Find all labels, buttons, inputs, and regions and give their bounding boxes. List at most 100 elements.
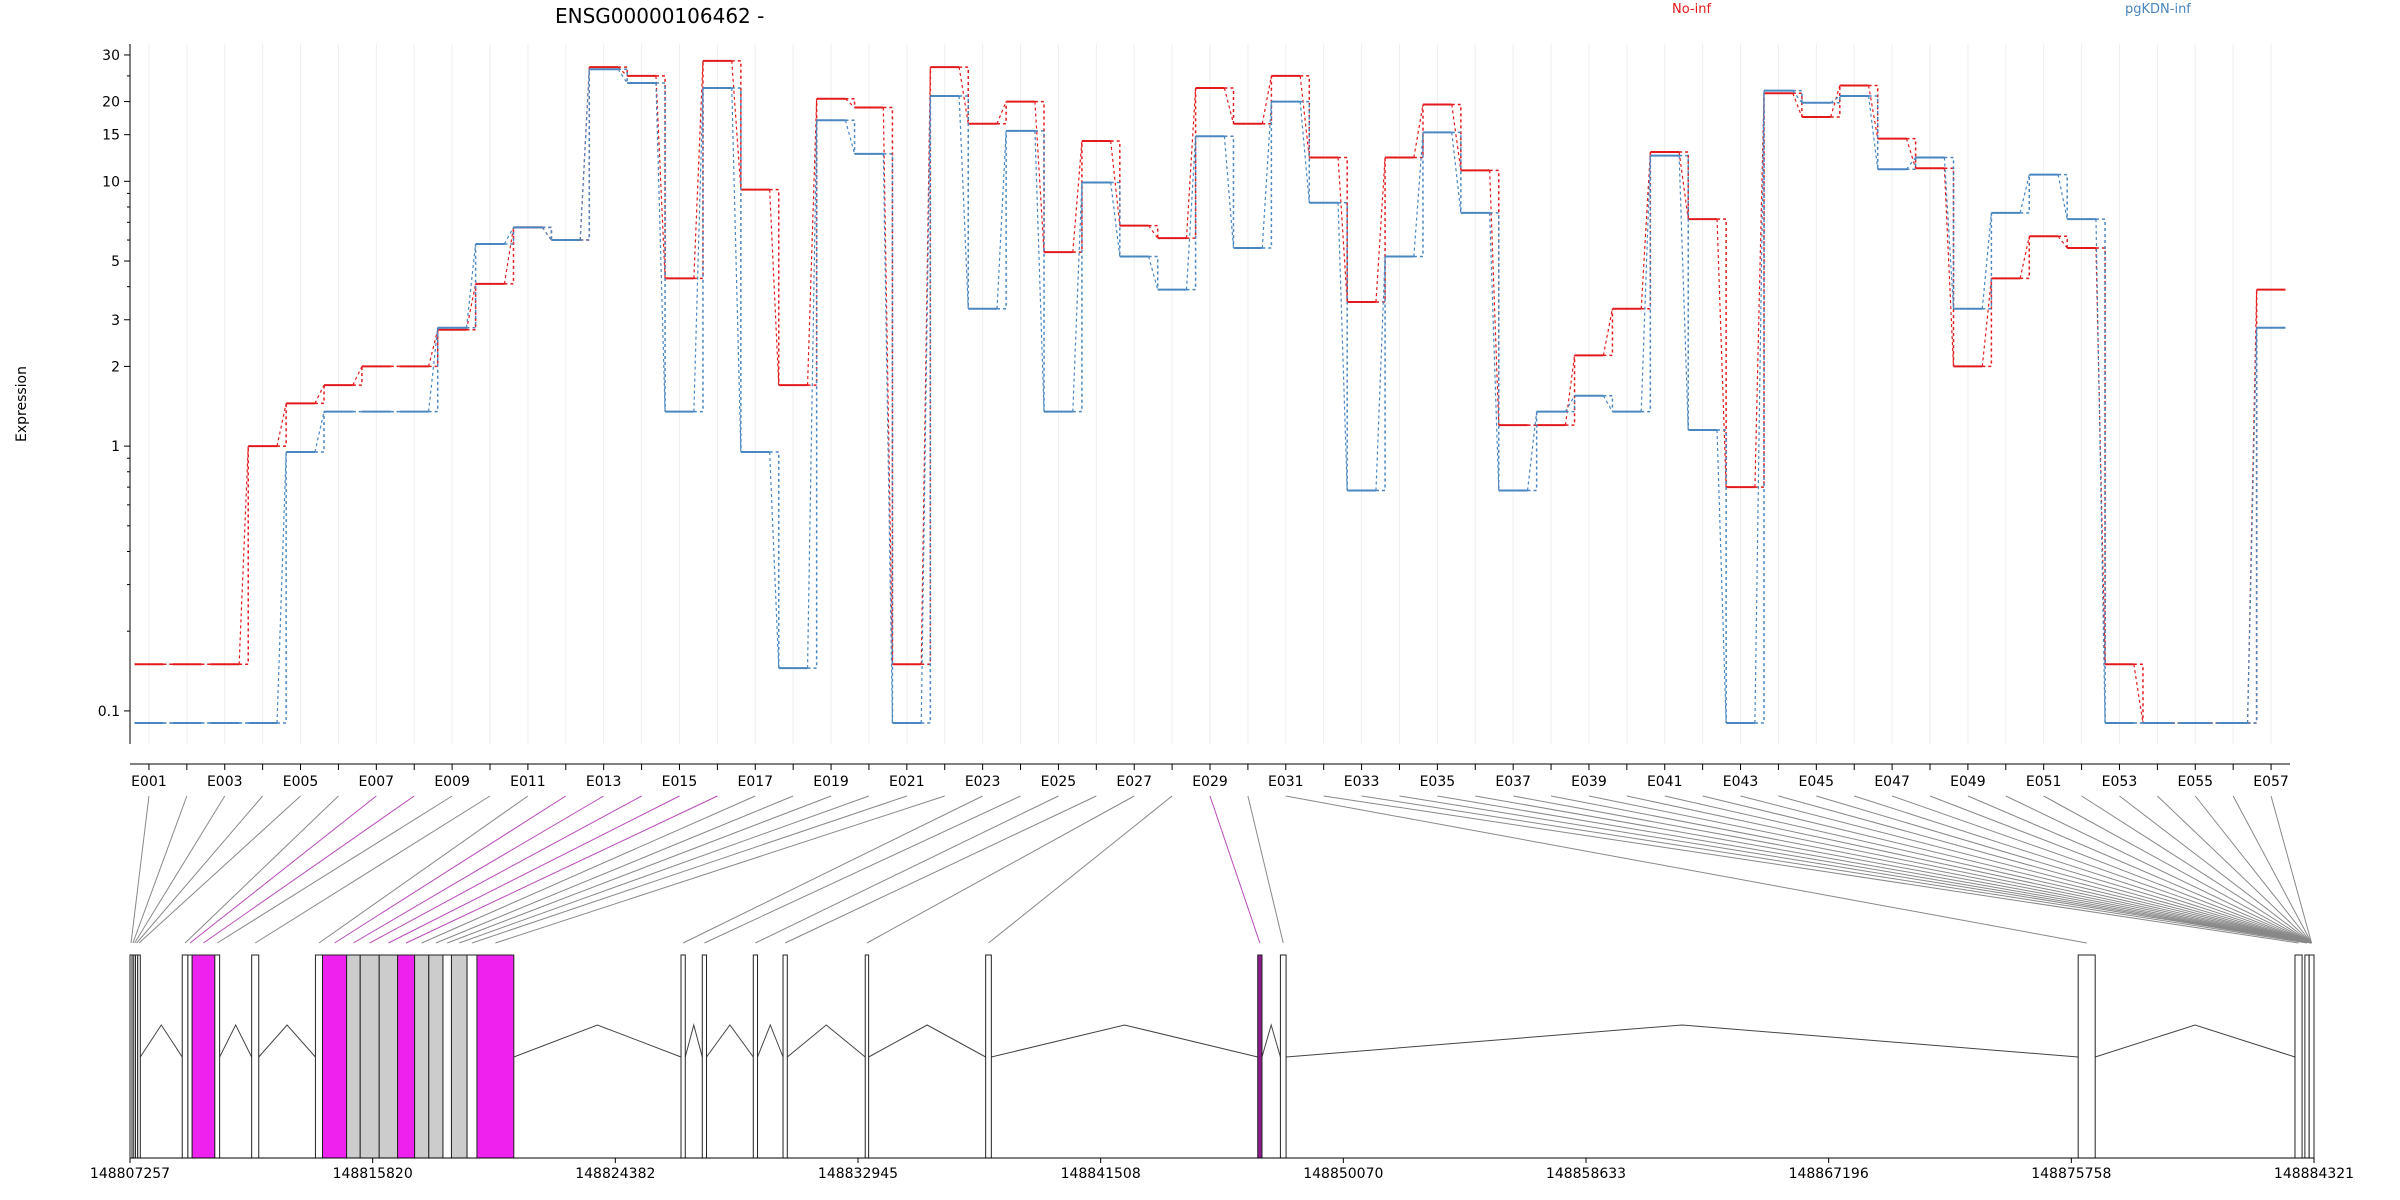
intron — [706, 1024, 754, 1058]
series-connector — [655, 82, 666, 412]
series-diagonal — [731, 88, 742, 453]
exon-box — [466, 954, 478, 1159]
x-tick-label-e039: E039 — [1571, 774, 1607, 790]
series-diagonal — [693, 88, 704, 412]
exon-connectors — [130, 795, 2313, 944]
series-diagonal — [1602, 308, 1614, 356]
series-connector — [314, 411, 325, 453]
series-diagonal — [1792, 90, 1803, 104]
connector-e003 — [134, 795, 226, 944]
connector-e055 — [2194, 795, 2312, 944]
connector-e044 — [1778, 795, 2312, 944]
series-diagonal — [1034, 130, 1045, 412]
series-diagonal — [882, 153, 894, 724]
connector-e031 — [1285, 795, 2087, 944]
series-connector — [2058, 173, 2068, 220]
connector-e004 — [136, 795, 264, 944]
series-diagonal — [996, 130, 1007, 309]
series-connector — [1982, 278, 1993, 368]
series-connector — [1982, 212, 1993, 310]
series-connector — [580, 69, 591, 241]
series-connector — [352, 366, 363, 386]
series-connector — [921, 95, 932, 724]
series-connector — [1338, 201, 1348, 491]
series-diagonal — [1299, 101, 1310, 203]
connector-e001 — [130, 795, 150, 944]
exon-box — [187, 954, 193, 1159]
series-diagonal — [1375, 157, 1386, 303]
series-diagonal — [1489, 170, 1500, 426]
intron — [219, 1023, 253, 1058]
x-tick-label-e045: E045 — [1799, 774, 1835, 790]
series-diagonal — [1602, 395, 1613, 412]
series-diagonal — [996, 101, 1007, 124]
series-connector — [2020, 236, 2031, 280]
series-diagonal — [541, 227, 552, 241]
series-diagonal — [465, 243, 477, 328]
series-diagonal — [1185, 88, 1197, 239]
connector-e015 — [388, 795, 680, 944]
series-diagonal — [1943, 168, 1955, 367]
x-tick-label-e057: E057 — [2253, 774, 2289, 790]
series-diagonal — [769, 189, 780, 386]
series-connector — [807, 120, 818, 669]
series-connector — [1451, 131, 1462, 213]
intron — [786, 1024, 866, 1058]
series-layer — [134, 59, 2286, 725]
exon-box — [428, 954, 444, 1159]
series-diagonal — [1375, 256, 1386, 491]
series-diagonal — [1792, 93, 1803, 118]
connector-e005 — [138, 795, 301, 944]
connector-e037 — [1513, 795, 2312, 944]
coord-tick-label: 148807257 — [90, 1166, 170, 1182]
series-connector — [769, 188, 780, 386]
series-diagonal — [1337, 202, 1348, 491]
series-connector — [1224, 87, 1235, 124]
exon-box — [214, 954, 221, 1159]
series-diagonal — [1943, 157, 1955, 309]
series-diagonal — [579, 69, 590, 241]
y-tick-label-2: 2 — [111, 359, 120, 375]
connector-e024 — [704, 795, 1021, 944]
series-diagonal — [1072, 140, 1083, 253]
connector-e021 — [471, 795, 908, 944]
series-diagonal — [428, 327, 439, 412]
x-tick-label-e009: E009 — [434, 774, 470, 790]
coord-tick-label: 148815820 — [333, 1166, 413, 1182]
connector-e049 — [1967, 795, 2312, 944]
series-connector — [1527, 411, 1538, 492]
grid — [148, 44, 2272, 744]
coord-tick-label: 148841508 — [1061, 1166, 1141, 1182]
series-diagonal — [1489, 212, 1500, 491]
series-diagonal — [352, 366, 363, 386]
connector-e038 — [1550, 795, 2312, 944]
series-connector — [1413, 104, 1424, 159]
exon-box — [137, 954, 141, 1159]
coord-tick-label: 148875758 — [2031, 1166, 2111, 1182]
series-connector — [277, 403, 287, 447]
series-connector — [1148, 255, 1159, 290]
series-diagonal — [1148, 225, 1159, 239]
intron — [258, 1024, 316, 1058]
x-tick-label-e001: E001 — [131, 774, 167, 790]
series-diagonal — [1526, 411, 1538, 491]
series-connector — [693, 88, 704, 413]
exon-box — [864, 954, 870, 1159]
series-diagonal — [844, 120, 856, 154]
exon-box — [450, 954, 468, 1159]
y-axis-label: Expression — [14, 366, 30, 442]
series-diagonal — [1564, 355, 1576, 426]
connector-e051 — [2043, 795, 2312, 944]
series-diagonal — [428, 329, 439, 367]
series-diagonal — [1223, 87, 1235, 124]
series-connector — [504, 227, 515, 245]
series-diagonal — [1905, 138, 1917, 169]
x-tick-label-e049: E049 — [1950, 774, 1986, 790]
x-tick-label-e041: E041 — [1647, 774, 1683, 790]
series-connector — [314, 385, 325, 405]
series-diagonal — [1678, 151, 1689, 220]
connector-e039 — [1588, 795, 2312, 944]
legend-entry-no-inf: No-inf — [1672, 2, 1711, 17]
connector-e042 — [1702, 795, 2312, 944]
connector-e008 — [203, 795, 415, 944]
